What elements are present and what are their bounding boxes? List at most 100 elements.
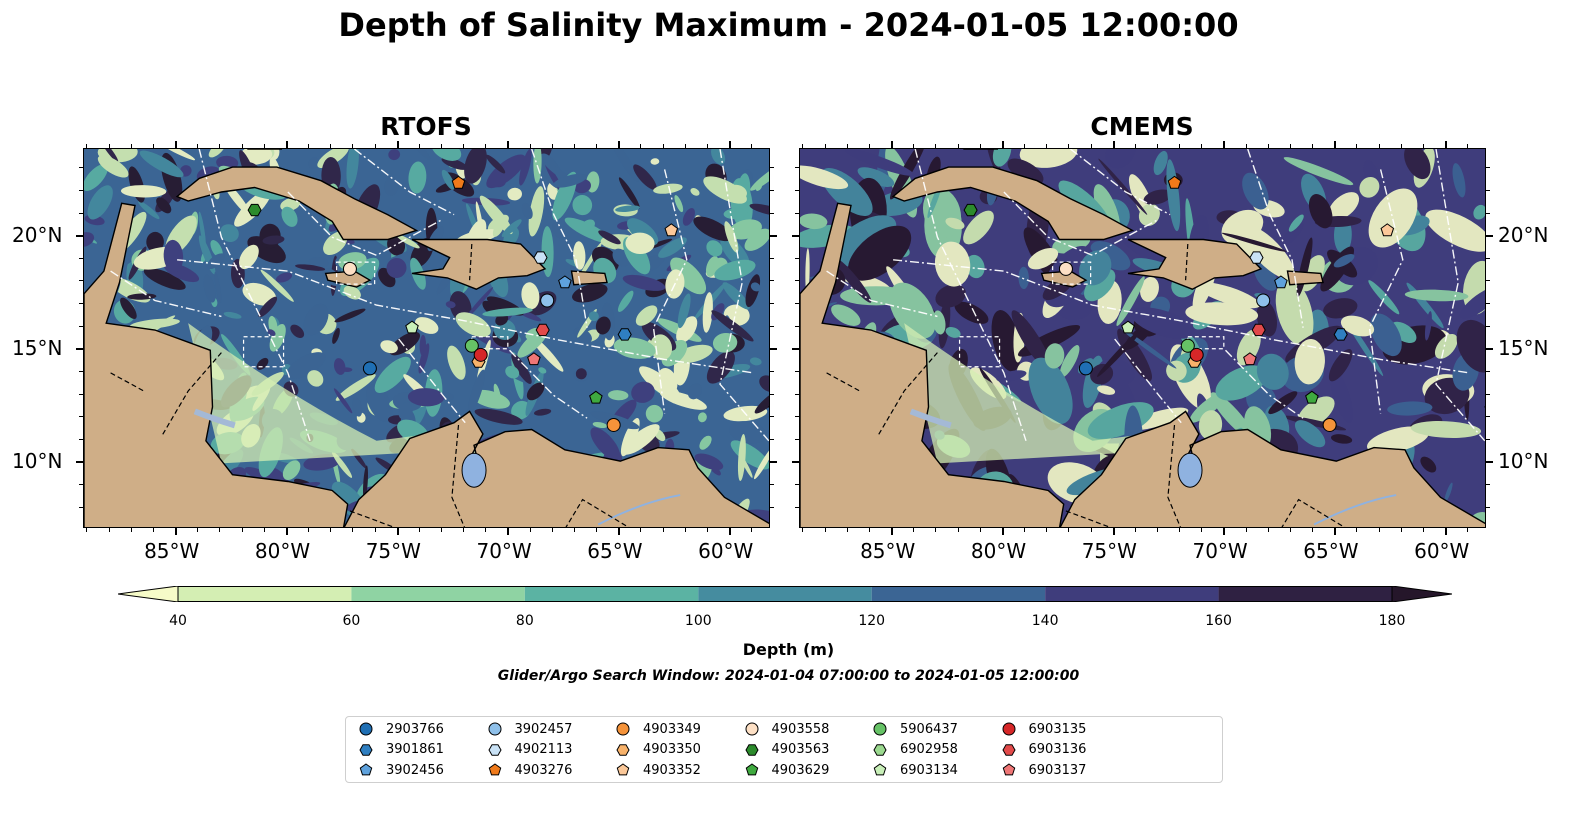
float-6902958 <box>768 405 769 409</box>
legend-label: 3901861 <box>386 742 444 757</box>
minor-tick <box>1134 528 1136 532</box>
minor-tick <box>1090 528 1092 532</box>
lat-tick <box>79 506 83 508</box>
minor-tick <box>662 528 664 532</box>
minor-tick <box>219 144 221 148</box>
lat-tick <box>795 506 799 508</box>
lon-tick-label: 70°W <box>476 539 532 563</box>
float-6902958 <box>1484 405 1485 409</box>
lon-tick-label: 60°W <box>698 539 754 563</box>
lat-tick <box>79 438 83 440</box>
minor-tick <box>573 528 575 532</box>
legend-item: 4903276 <box>487 762 572 778</box>
panel-title-cmems: CMEMS <box>1090 112 1194 141</box>
legend-marker-icon <box>1001 743 1016 756</box>
colorbar-bin <box>351 586 525 602</box>
minor-tick <box>1400 144 1402 148</box>
minor-tick <box>1068 144 1070 148</box>
lat-tick <box>770 189 774 191</box>
colorbar-extend-low <box>118 586 179 602</box>
lon-tick-label: 75°W <box>365 539 421 563</box>
lat-tick <box>1486 370 1490 372</box>
minor-tick <box>1467 144 1469 148</box>
lat-tick <box>1486 212 1490 214</box>
legend-item: 6903136 <box>1001 742 1086 758</box>
float-4902113 <box>1249 251 1264 264</box>
float-6903136 <box>1251 323 1266 337</box>
legend-label: 4902113 <box>514 742 573 757</box>
minor-tick <box>463 144 465 148</box>
legend-label: 4903352 <box>643 762 701 778</box>
minor-tick <box>551 144 553 148</box>
colorbar-tick-label: 60 <box>342 613 361 629</box>
legend-label: 4903349 <box>643 721 701 737</box>
minor-tick <box>1068 528 1070 532</box>
lat-tick <box>1486 235 1493 238</box>
minor-tick <box>684 528 686 532</box>
legend-label: 4903558 <box>771 721 830 737</box>
minor-tick <box>441 144 442 148</box>
legend-label: 6903137 <box>1028 762 1087 778</box>
minor-tick <box>1267 144 1269 148</box>
float-4902113 <box>533 251 548 264</box>
legend-label: 4903350 <box>643 742 701 757</box>
legend-marker-icon <box>1002 763 1015 776</box>
minor-tick <box>802 528 804 532</box>
legend-marker-icon <box>359 722 373 736</box>
lat-tick <box>795 393 799 395</box>
minor-tick <box>1445 141 1448 148</box>
lat-tick <box>770 280 774 282</box>
minor-tick <box>1378 144 1380 148</box>
lon-tick-label: 85°W <box>144 539 200 563</box>
minor-tick <box>1356 528 1358 532</box>
legend-item: 6903134 <box>872 762 958 778</box>
lat-tick <box>792 235 799 238</box>
minor-tick <box>1422 144 1424 148</box>
legend-marker-icon <box>488 722 501 736</box>
minor-tick <box>396 528 399 535</box>
lat-tick <box>1486 416 1490 418</box>
rtofs-map[interactable] <box>83 148 770 528</box>
legend-marker-icon <box>488 763 501 776</box>
float-6903137 <box>1243 352 1257 366</box>
lat-tick <box>770 506 774 508</box>
colorbar-tick-label: 180 <box>1378 613 1406 629</box>
legend-label: 5906437 <box>900 721 958 737</box>
minor-tick <box>1334 141 1337 148</box>
lat-tick <box>1486 484 1490 486</box>
float-5906437 <box>464 338 479 353</box>
lat-tick <box>770 416 774 418</box>
lat-tick <box>1486 189 1490 191</box>
float-4903276 <box>1167 175 1182 189</box>
minor-tick <box>1223 528 1226 535</box>
float-4903629 <box>1305 390 1319 404</box>
minor-tick <box>824 528 826 532</box>
lat-tick <box>79 484 83 486</box>
minor-tick <box>485 144 487 148</box>
lat-tick <box>795 438 799 440</box>
lat-tick <box>79 167 83 169</box>
legend-marker-icon <box>359 763 373 776</box>
minor-tick <box>418 144 420 148</box>
minor-tick <box>729 141 732 148</box>
minor-tick <box>979 528 981 532</box>
minor-tick <box>352 528 354 532</box>
lat-tick <box>792 461 799 464</box>
minor-tick <box>108 144 110 148</box>
cmems-map[interactable] <box>799 148 1486 528</box>
colorbar-tick-label: 100 <box>684 613 712 629</box>
float-4903558 <box>1058 261 1073 276</box>
lat-tick <box>770 438 774 440</box>
minor-tick <box>241 144 243 148</box>
minor-tick <box>1422 528 1424 532</box>
lat-tick-label: 20°N <box>1498 223 1549 248</box>
minor-tick <box>86 528 88 532</box>
minor-tick <box>1201 528 1203 532</box>
lat-tick <box>76 348 83 351</box>
lat-tick <box>795 167 799 169</box>
float-5906437 <box>1180 338 1195 353</box>
minor-tick <box>935 528 937 532</box>
minor-tick <box>751 144 753 148</box>
minor-tick <box>618 141 621 148</box>
colorbar-bin <box>524 586 699 602</box>
